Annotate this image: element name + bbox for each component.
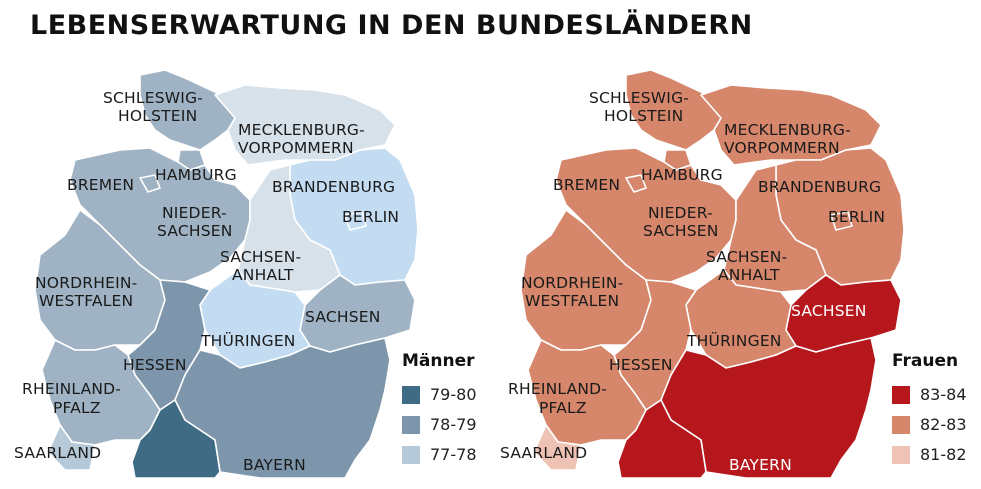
legend-swatch (892, 445, 910, 464)
label-nordrhein-westfalen: NORDRHEIN- (35, 274, 137, 292)
map-frauen: SCHLESWIG- HOLSTEIN MECKLENBURG- VORPOMM… (500, 69, 905, 479)
label-bayern: BAYERN (729, 456, 792, 474)
label-bremen: BREMEN (553, 176, 620, 194)
label-nordrhein-westfalen: WESTFALEN (39, 292, 133, 310)
label-rheinland-pfalz: RHEINLAND- (22, 380, 121, 398)
legend-row: 77-78 (402, 445, 477, 464)
label-hessen: HESSEN (609, 356, 673, 374)
state-labels-frauen: SCHLESWIG- HOLSTEIN MECKLENBURG- VORPOMM… (500, 89, 885, 474)
label-sachsen: SACHSEN (791, 302, 867, 320)
label-rheinland-pfalz: RHEINLAND- (508, 380, 607, 398)
legend-row: 78-79 (402, 415, 477, 434)
region-baden-wuerttemberg[interactable] (131, 399, 221, 479)
label-nordrhein-westfalen: WESTFALEN (525, 292, 619, 310)
label-thueringen: THÜRINGEN (200, 331, 296, 350)
label-niedersachsen: SACHSEN (157, 222, 233, 240)
legend-frauen: Frauen 83-84 82-83 81-82 (892, 351, 967, 475)
region-saarland[interactable] (47, 424, 96, 471)
legend-swatch (402, 385, 420, 404)
label-schleswig-holstein: SCHLESWIG- (103, 89, 203, 107)
label-sachsen-anhalt: SACHSEN- (706, 248, 787, 266)
label-saarland: SAARLAND (500, 444, 587, 462)
legend-title: Männer (402, 351, 475, 371)
legend-swatch (402, 415, 420, 434)
legend-label: 82-83 (920, 415, 967, 434)
label-schleswig-holstein: SCHLESWIG- (589, 89, 689, 107)
label-hessen: HESSEN (123, 356, 187, 374)
label-niedersachsen: NIEDER- (648, 204, 713, 222)
label-bremen: BREMEN (67, 176, 134, 194)
region-schleswig-holstein[interactable] (139, 69, 236, 151)
label-nordrhein-westfalen: NORDRHEIN- (521, 274, 623, 292)
label-sachsen-anhalt: ANHALT (232, 266, 294, 284)
label-mecklenburg-vorpommern: MECKLENBURG- (238, 121, 365, 139)
legend-label: 81-82 (920, 445, 967, 464)
label-niedersachsen: SACHSEN (643, 222, 719, 240)
legend-title: Frauen (892, 351, 959, 371)
legend-label: 83-84 (920, 385, 967, 404)
region-baden-wuerttemberg[interactable] (617, 399, 707, 479)
label-brandenburg: BRANDENBURG (758, 178, 881, 196)
label-berlin: BERLIN (342, 208, 399, 226)
legend-row: 81-82 (892, 445, 967, 464)
region-berlin[interactable] (344, 211, 367, 231)
label-schleswig-holstein: HOLSTEIN (118, 107, 197, 125)
legend-row: 82-83 (892, 415, 967, 434)
label-berlin: BERLIN (828, 208, 885, 226)
region-saarland[interactable] (533, 424, 582, 471)
label-thueringen: THÜRINGEN (686, 331, 782, 350)
label-sachsen: SACHSEN (305, 308, 381, 326)
region-berlin[interactable] (830, 211, 853, 231)
region-bremen[interactable] (625, 174, 647, 193)
region-bremen[interactable] (139, 174, 161, 193)
label-niedersachsen: NIEDER- (162, 204, 227, 222)
label-hamburg: HAMBURG (641, 166, 723, 184)
label-rheinland-pfalz: PFALZ (53, 399, 101, 417)
label-bayern: BAYERN (243, 456, 306, 474)
page-title: LEBENSERWARTUNG IN DEN BUNDESLÄNDERN (30, 10, 753, 41)
legend-swatch (402, 445, 420, 464)
label-brandenburg: BRANDENBURG (272, 178, 395, 196)
map-maenner: SCHLESWIG- HOLSTEIN MECKLENBURG- VORPOMM… (14, 69, 419, 479)
legend-label: 78-79 (430, 415, 477, 434)
label-rheinland-pfalz: PFALZ (539, 399, 587, 417)
legend-row: 83-84 (892, 385, 967, 404)
legend-maenner: Männer 79-80 78-79 77-78 (402, 351, 477, 475)
label-schleswig-holstein: HOLSTEIN (604, 107, 683, 125)
label-sachsen-anhalt: SACHSEN- (220, 248, 301, 266)
legend-label: 77-78 (430, 445, 477, 464)
label-sachsen-anhalt: ANHALT (718, 266, 780, 284)
state-labels-maenner: SCHLESWIG- HOLSTEIN MECKLENBURG- VORPOMM… (14, 89, 399, 474)
legend-row: 79-80 (402, 385, 477, 404)
legend-label: 79-80 (430, 385, 477, 404)
label-mecklenburg-vorpommern: MECKLENBURG- (724, 121, 851, 139)
label-mecklenburg-vorpommern: VORPOMMERN (724, 139, 840, 157)
label-hamburg: HAMBURG (155, 166, 237, 184)
legend-swatch (892, 415, 910, 434)
label-saarland: SAARLAND (14, 444, 101, 462)
legend-swatch (892, 385, 910, 404)
label-mecklenburg-vorpommern: VORPOMMERN (238, 139, 354, 157)
region-schleswig-holstein[interactable] (625, 69, 722, 151)
